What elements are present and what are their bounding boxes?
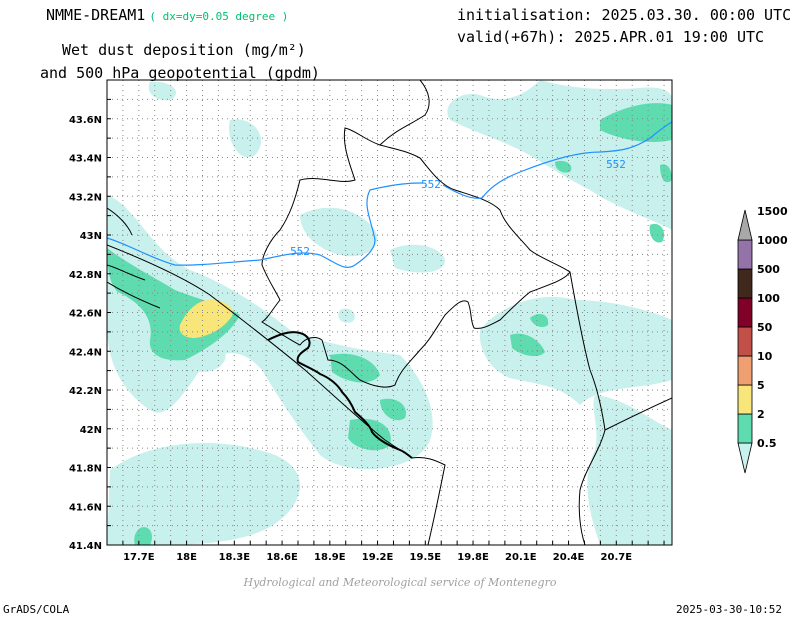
lat-tick-label: 41.8N [69, 464, 102, 475]
lon-tick-label: 19.2E [362, 552, 394, 563]
colorbar-upper-arrow [737, 209, 753, 241]
lon-tick-label: 18.3E [219, 552, 251, 563]
lon-tick-label: 18.9E [314, 552, 346, 563]
lat-tick-label: 42.6N [69, 309, 102, 320]
lon-tick-label: 19.8E [457, 552, 489, 563]
coastline [267, 331, 413, 459]
colorbar-swatch [737, 239, 753, 270]
lat-tick-label: 41.4N [69, 541, 102, 552]
lat-tick-label: 42.8N [69, 270, 102, 281]
colorbar-swatch [737, 413, 753, 444]
colorbar-label: 1500 [757, 205, 788, 218]
lat-tick-label: 41.6N [69, 502, 102, 513]
lon-tick-label: 20.4E [553, 552, 585, 563]
colorbar-label: 1000 [757, 234, 788, 247]
colorbar-label: 0.5 [757, 437, 777, 450]
contour-label-west: 552 [290, 245, 310, 258]
lat-tick-label: 42.2N [69, 386, 102, 397]
credit-line: Hydrological and Meteorological service … [243, 576, 557, 589]
latitude-labels: 43.6N 43.4N 43.2N 43N 42.8N 42.6N 42.4N 42.2N 42… [69, 115, 102, 552]
chart-title-line2: and 500 hPa geopotential (gpdm) [40, 64, 320, 82]
graticule [107, 80, 672, 545]
colorbar-lower-arrow [737, 442, 753, 474]
lon-tick-label: 19.5E [410, 552, 442, 563]
colorbar-label: 50 [757, 321, 773, 334]
colorbar-swatch [737, 355, 753, 386]
initialisation-time: initialisation: 2025.03.30. 00:00 UTC [457, 6, 792, 24]
contour-label-east: 552 [606, 158, 626, 171]
colorbar: 0.5 2 5 10 50 100 500 1000 1500 [737, 205, 788, 474]
model-name: NMME-DREAM1( dx=dy=0.05 degree ) [46, 6, 289, 24]
lon-tick-label: 18E [176, 552, 197, 563]
lat-tick-label: 43.4N [69, 154, 102, 165]
colorbar-swatch [737, 268, 753, 299]
country-borders [107, 80, 672, 545]
lat-tick-label: 43.6N [69, 115, 102, 126]
resolution-label: ( dx=dy=0.05 degree ) [149, 10, 289, 23]
colorbar-swatch [737, 297, 753, 328]
geopotential-contour-552 [107, 121, 672, 268]
lon-tick-label: 17.7E [123, 552, 155, 563]
contour-label-center: 552 [421, 178, 441, 191]
colorbar-label: 500 [757, 263, 780, 276]
axis-ticks [107, 98, 665, 545]
map-plot-area: 552 552 552 [107, 80, 672, 545]
lat-tick-label: 42.4N [69, 347, 102, 358]
lat-tick-label: 43N [80, 231, 102, 242]
valid-time: valid(+67h): 2025.APR.01 19:00 UTC [457, 28, 765, 46]
lon-tick-label: 20.7E [601, 552, 633, 563]
colorbar-label: 10 [757, 350, 773, 363]
colorbar-label: 5 [757, 379, 765, 392]
chart-title-line1: Wet dust deposition (mg/m²) [62, 41, 306, 59]
colorbar-label: 100 [757, 292, 780, 305]
footer-timestamp: 2025-03-30-10:52 [676, 603, 782, 616]
colorbar-label: 2 [757, 408, 765, 421]
lat-tick-label: 42N [80, 425, 102, 436]
lon-tick-label: 20.1E [505, 552, 537, 563]
footer-software: GrADS/COLA [3, 603, 70, 616]
lat-tick-label: 43.2N [69, 192, 102, 203]
dust-field-high [179, 299, 233, 338]
longitude-labels: 17.7E 18E 18.3E 18.6E 18.9E 19.2E 19.5E 19.8E 20… [123, 552, 632, 563]
colorbar-swatch [737, 326, 753, 357]
colorbar-swatch [737, 384, 753, 415]
lon-tick-label: 18.6E [266, 552, 298, 563]
